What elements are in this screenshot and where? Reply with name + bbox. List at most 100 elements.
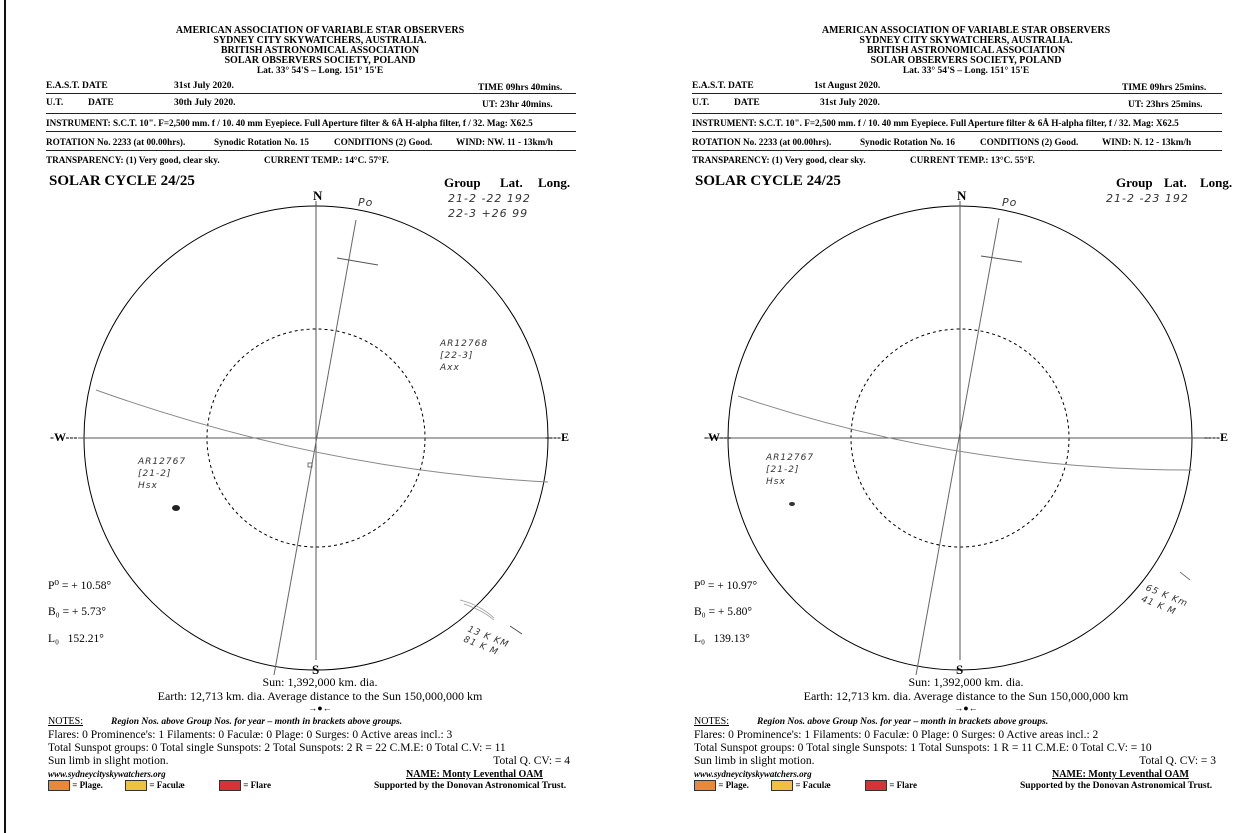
observer-name: NAME: Monty Leventhal OAM [406, 769, 543, 780]
sunspot-ar12767 [789, 502, 795, 506]
rotation-value: ROTATION No. 2233 (at 00.00hrs). [692, 137, 832, 147]
north-label: N [957, 188, 967, 203]
scale-arrows: →●← [308, 703, 332, 713]
region-class: Hsx [138, 481, 158, 491]
b0-value: = + 5.73° [62, 606, 107, 618]
solar-equator-curve [737, 395, 1193, 471]
notes-line: Flares: 0 Prominence's: 1 Filaments: 0 F… [694, 729, 1099, 741]
po-mark: Po [358, 196, 374, 209]
l0-label: L₀ [48, 633, 60, 645]
plage-label: = Plage. [72, 780, 103, 790]
l0-label: L₀ [694, 633, 706, 645]
limb-motion-scribble [459, 599, 495, 621]
notes-heading: NOTES: [48, 716, 83, 727]
p0-param: P⁰ = + 10.97° [694, 578, 757, 592]
org-line: AMERICAN ASSOCIATION OF VARIABLE STAR OB… [175, 25, 465, 36]
rotation-axis [915, 217, 1000, 676]
organization-header: AMERICAN ASSOCIATION OF VARIABLE STAR OB… [686, 26, 1246, 77]
faculae-swatch [771, 780, 794, 792]
ut-date-label: DATE [88, 98, 114, 108]
website-link[interactable]: www.sydneycityskywatchers.org [694, 769, 812, 779]
group-header: Group [444, 175, 481, 190]
b0-param: B₀ = + 5.80° [694, 606, 752, 618]
solar-cycle-title: SOLAR CYCLE 24/25 [49, 173, 195, 189]
total-q-cv: Total Q. CV: = 4 [493, 755, 570, 767]
b0-param: B₀ = + 5.73° [48, 606, 106, 618]
rotation-axis-tick [980, 255, 1023, 263]
total-q-cv: Total Q. CV: = 3 [1139, 755, 1216, 767]
divider [46, 93, 576, 94]
north-label: N [313, 188, 323, 203]
solar-equator-curve [95, 389, 549, 483]
notes-line: Total Sunspot groups: 0 Total single Sun… [694, 742, 1152, 754]
region-number: AR12767 [138, 457, 187, 467]
divider [692, 93, 1222, 94]
east-date-label: E.A.S.T. DATE [692, 81, 754, 91]
website-link[interactable]: www.sydneycityskywatchers.org [48, 769, 166, 779]
flare-swatch [219, 780, 242, 792]
p0-value: = + 10.58° [61, 580, 112, 592]
faculae-label: = Faculæ [149, 780, 185, 790]
ut-date-value: 31st July 2020. [820, 98, 880, 108]
divider [692, 113, 1222, 114]
flare-label: = Flare [889, 780, 917, 790]
flare-label: = Flare [243, 780, 271, 790]
conditions-value: CONDITIONS (2) Good. [980, 137, 1079, 147]
plage-label: = Plage. [718, 780, 749, 790]
organization-header: AMERICAN ASSOCIATION OF VARIABLE STAR OB… [40, 25, 600, 77]
faculae-swatch [125, 780, 148, 792]
sunspot-ar12767 [172, 505, 180, 511]
divider [692, 150, 1222, 151]
motion-arrow [509, 625, 523, 635]
org-line: BRITISH ASTRONOMICAL ASSOCIATION [866, 45, 1066, 56]
ut-time-value: UT: 23hr 40mins. [482, 100, 553, 110]
lat-long: Lat. 33° 54'S – Long. 151° 15'E [256, 66, 384, 76]
ut-date-value: 30th July 2020. [174, 98, 236, 108]
handwritten-group-entry: 21-2 -22 192 [448, 192, 531, 205]
org-line: SOLAR OBSERVERS SOCIETY, POLAND [870, 55, 1062, 66]
rotation-axis [273, 219, 357, 676]
divider [46, 131, 576, 132]
rotation-value: ROTATION No. 2233 (at 00.00hrs). [46, 137, 186, 147]
l0-param: L₀ 139.13° [694, 633, 750, 645]
east-date-value: 31st July 2020. [174, 81, 234, 91]
org-line: BRITISH ASTRONOMICAL ASSOCIATION [220, 45, 420, 56]
ut-time-value: UT: 23hrs 25mins. [1128, 100, 1203, 110]
notes-heading: NOTES: [694, 716, 729, 727]
divider [692, 131, 1222, 132]
transparency-value: TRANSPARENCY: (1) Very good, clear sky. [692, 155, 866, 165]
east-date-label: E.A.S.T. DATE [46, 81, 108, 91]
notes-info: Region Nos. above Group Nos. for year – … [757, 717, 1049, 727]
org-line: SOLAR OBSERVERS SOCIETY, POLAND [224, 55, 416, 66]
region-number: AR12767 [766, 453, 815, 463]
east-label: ----E [1204, 430, 1228, 444]
long-header: Long. [1200, 175, 1233, 190]
observation-sheet-left: AMERICAN ASSOCIATION OF VARIABLE STAR OB… [40, 0, 600, 833]
notes-line: Sun limb in slight motion. [48, 755, 169, 767]
b0-label: B₀ [694, 606, 706, 618]
p0-label: P⁰ [694, 580, 706, 592]
east-label: ----E [545, 430, 569, 444]
wind-value: WIND: NW. 11 - 13km/h [456, 137, 553, 147]
notes-line: Flares: 0 Prominence's: 1 Filaments: 0 F… [48, 729, 453, 741]
plage-swatch [694, 780, 716, 792]
handwritten-group-entry: 22-3 +26 99 [448, 207, 529, 220]
l0-value: 139.13° [713, 633, 750, 645]
solar-disk-drawing [706, 201, 1210, 676]
divider [46, 150, 576, 151]
solar-cycle-title: SOLAR CYCLE 24/25 [695, 173, 841, 189]
west-label: -W--- [50, 430, 78, 444]
divider [46, 113, 576, 114]
solar-disk-drawing [78, 201, 550, 676]
temperature-value: CURRENT TEMP.: 13°C. 55°F. [910, 155, 1035, 165]
b0-value: = + 5.80° [708, 606, 753, 618]
west-label: -W--- [704, 430, 732, 444]
time-value: TIME 09hrs 40mins. [478, 83, 563, 93]
temperature-value: CURRENT TEMP.: 14°C. 57°F. [264, 155, 389, 165]
flare-swatch [865, 780, 888, 792]
lat-long: Lat. 33° 54'S – Long. 151° 15'E [902, 66, 1030, 76]
ut-date-label: DATE [734, 98, 760, 108]
earth-diameter: Earth: 12,713 km. dia. Average distance … [157, 689, 483, 703]
disk-center-marker [307, 462, 313, 468]
region-annotation-ar12767: AR12767 [21-2] Hsx [766, 452, 814, 488]
